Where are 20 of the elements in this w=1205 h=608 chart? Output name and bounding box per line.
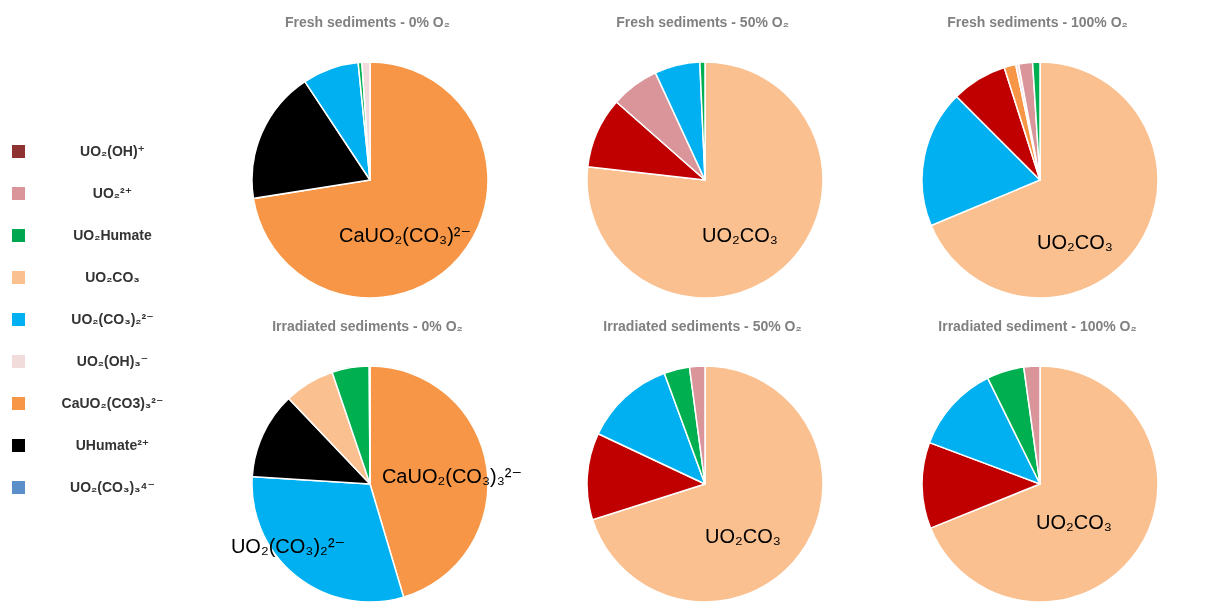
text: UO₂CO₃ xyxy=(1036,511,1112,533)
chart-title: Irradiated sediments - 0% O₂ xyxy=(272,318,463,334)
category-label: UO₂(CO₃)₃⁴⁻ xyxy=(69,479,156,495)
text: UO₂CO₃ xyxy=(1037,231,1113,253)
category-label: UO₂²⁺ xyxy=(91,185,134,201)
text: UO₂CO₃ xyxy=(702,224,778,246)
category-label: UO₂(OH)⁺ xyxy=(79,143,146,159)
text: CaUO₂(CO₃)²⁻ xyxy=(338,224,472,246)
category-label: UO₂(OH)₃⁻ xyxy=(75,353,150,369)
category-label: UHumate²⁺ xyxy=(74,437,151,453)
category-label: CaUO₂(CO3)₃²⁻ xyxy=(60,395,165,411)
category-label: UO₂(CO₃)₂²⁻ xyxy=(70,311,155,327)
category-label: UO₂Humate xyxy=(72,227,153,243)
chart-title: Irradiated sediment - 100% O₂ xyxy=(938,318,1137,334)
chart-title: Fresh sediments - 50% O₂ xyxy=(616,14,789,30)
chart-title: Fresh sediments - 0% O₂ xyxy=(285,14,450,30)
text: UO₂CO₃ xyxy=(705,525,781,547)
chart-title: Fresh sediments - 100% O₂ xyxy=(947,14,1128,30)
chart-title: Irradiated sediments - 50% O₂ xyxy=(603,318,802,334)
category-label: UO₂CO₃ xyxy=(84,269,141,285)
